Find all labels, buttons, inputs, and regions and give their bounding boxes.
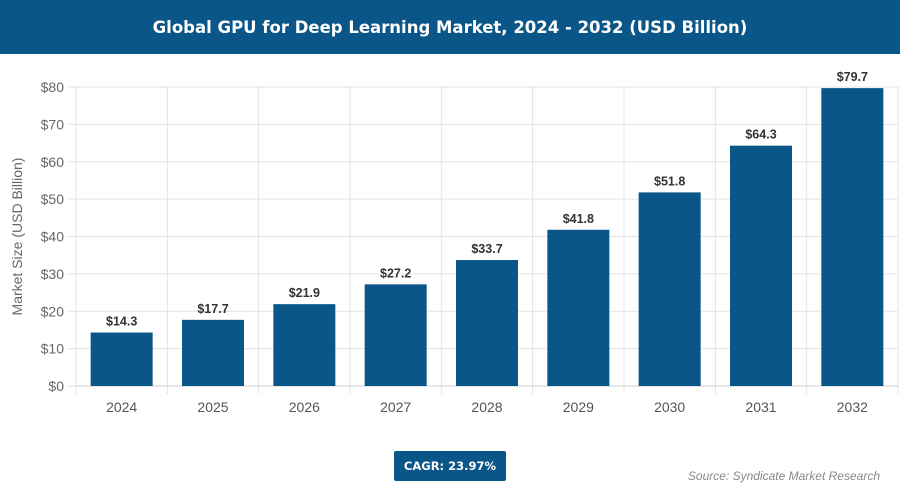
x-tick-label: 2032 xyxy=(837,399,868,415)
bar-2025 xyxy=(182,319,244,386)
x-tick-label: 2027 xyxy=(380,399,411,415)
data-label: $14.3 xyxy=(106,315,137,329)
x-tick-label: 2029 xyxy=(563,399,594,415)
x-tick-label: 2025 xyxy=(197,399,228,415)
source-note: Source: Syndicate Market Research xyxy=(687,469,880,483)
y-tick-label: $50 xyxy=(41,191,65,207)
data-label: $41.8 xyxy=(563,212,594,226)
y-tick-label: $0 xyxy=(48,378,64,394)
x-tick-label: 2028 xyxy=(471,399,502,415)
bar-2026 xyxy=(273,304,336,386)
data-label: $27.2 xyxy=(380,266,411,280)
bar-2027 xyxy=(364,284,427,386)
chart-title: Global GPU for Deep Learning Market, 202… xyxy=(0,0,900,54)
y-tick-label: $20 xyxy=(41,303,65,319)
data-label: $17.7 xyxy=(197,302,228,316)
data-label: $51.8 xyxy=(654,174,685,188)
data-label: $21.9 xyxy=(289,286,320,300)
y-tick-label: $80 xyxy=(41,79,65,95)
bar-2032 xyxy=(821,88,884,386)
cagr-badge: CAGR: 23.97% xyxy=(394,451,506,481)
bar-2028 xyxy=(456,260,518,386)
data-label: $33.7 xyxy=(471,242,502,256)
bar-2029 xyxy=(547,229,610,386)
y-axis-title: Market Size (USD Billion) xyxy=(9,158,25,316)
bar-2031 xyxy=(730,145,792,386)
x-tick-label: 2024 xyxy=(106,399,137,415)
data-label: $79.7 xyxy=(837,70,868,84)
bar-2030 xyxy=(638,192,701,386)
y-tick-label: $60 xyxy=(41,154,65,170)
x-tick-label: 2030 xyxy=(654,399,685,415)
y-tick-label: $30 xyxy=(41,266,65,282)
data-label: $64.3 xyxy=(745,128,776,142)
y-tick-label: $40 xyxy=(41,229,65,245)
bar-2024 xyxy=(90,332,153,386)
y-tick-label: $10 xyxy=(41,341,65,357)
y-tick-label: $70 xyxy=(41,116,65,132)
x-tick-label: 2031 xyxy=(745,399,776,415)
x-tick-label: 2026 xyxy=(289,399,320,415)
